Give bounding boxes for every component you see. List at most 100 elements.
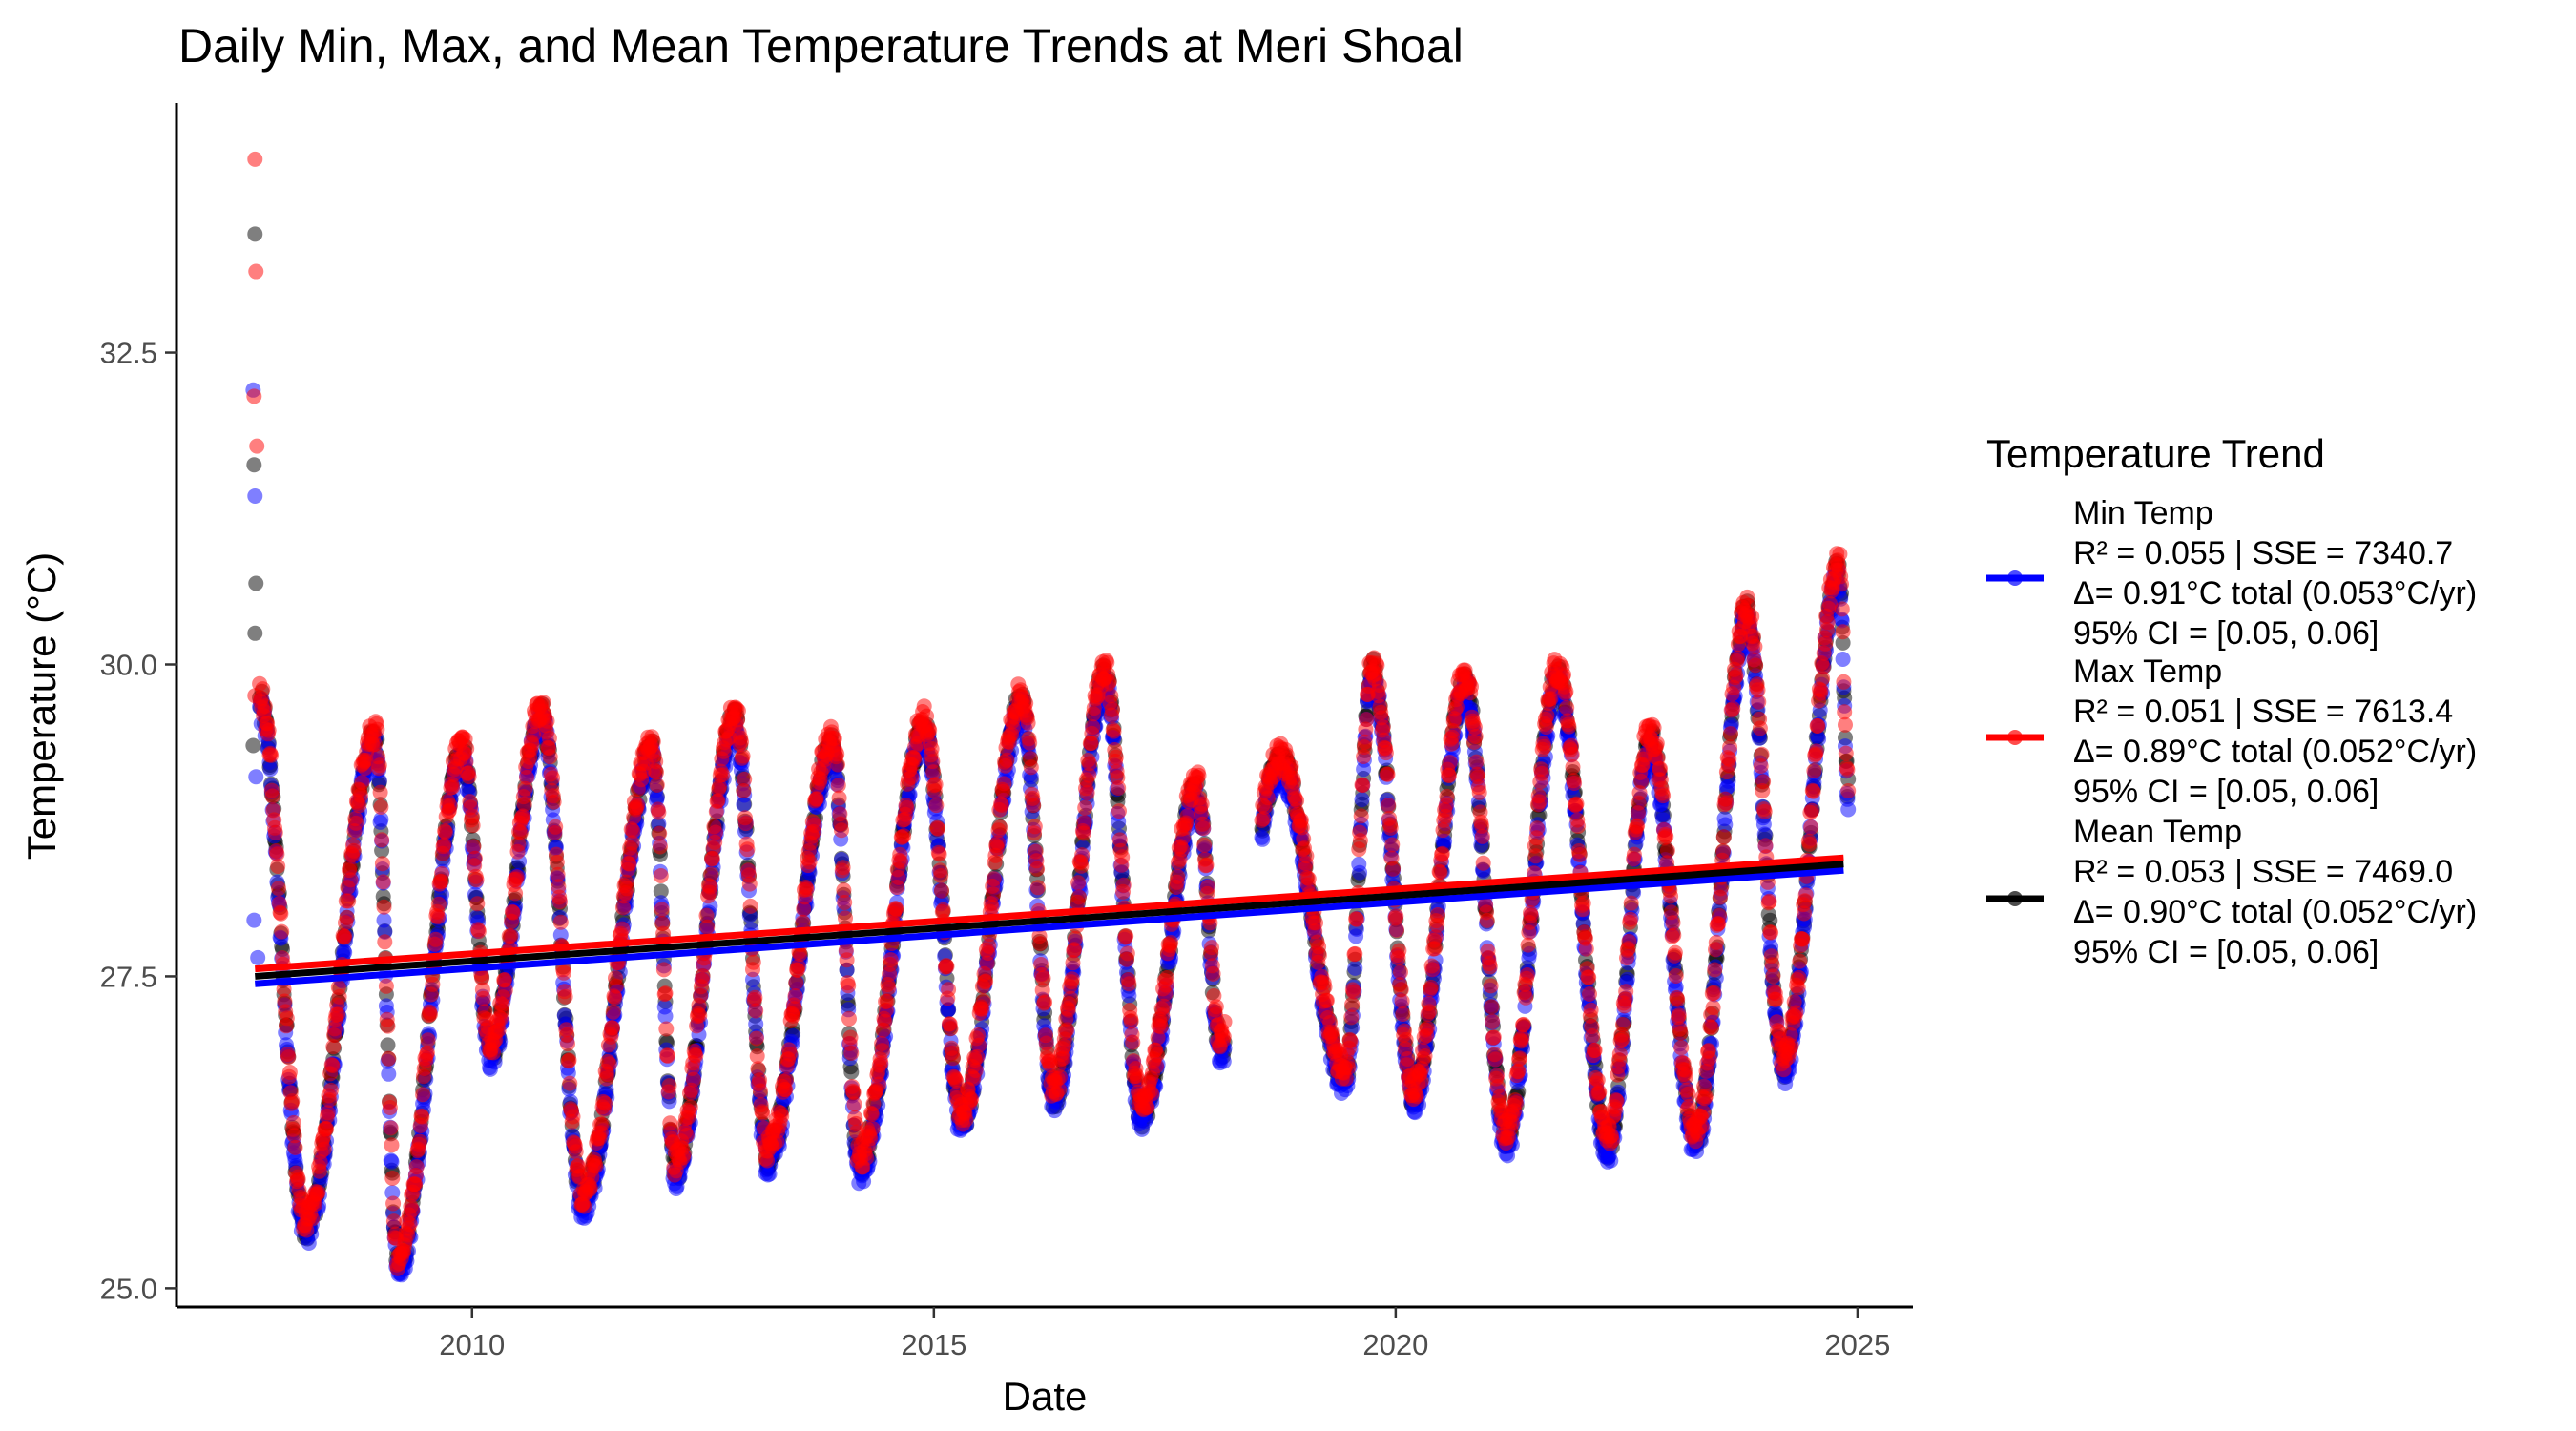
data-point: [934, 882, 949, 899]
data-point: [750, 1061, 766, 1077]
data-point: [341, 893, 357, 909]
data-point: [742, 898, 758, 914]
data-point: [468, 872, 485, 888]
data-point: [630, 797, 646, 813]
data-point: [698, 907, 715, 923]
data-point: [430, 909, 446, 925]
data-point: [380, 1037, 396, 1053]
data-point: [755, 1106, 771, 1121]
data-point: [831, 790, 847, 806]
data-point: [749, 1048, 765, 1064]
data-point: [1352, 864, 1368, 881]
data-point: [343, 872, 359, 888]
data-point: [263, 747, 280, 763]
data-point: [541, 730, 557, 746]
data-point: [373, 799, 389, 815]
data-points: [245, 151, 1857, 1283]
data-point: [899, 799, 915, 816]
data-point: [601, 1056, 617, 1072]
data-point: [465, 818, 481, 834]
data-point: [653, 868, 669, 883]
data-point: [427, 931, 444, 947]
data-point: [408, 1159, 425, 1175]
data-point: [377, 934, 393, 950]
data-point: [552, 914, 569, 930]
data-point: [786, 1001, 802, 1017]
data-point: [919, 708, 935, 724]
data-point: [337, 928, 353, 944]
data-point: [423, 1006, 438, 1023]
data-point: [375, 874, 391, 890]
data-point: [614, 921, 631, 937]
data-point: [871, 1076, 886, 1092]
data-point: [748, 1016, 764, 1032]
data-point: [845, 1085, 862, 1101]
data-point: [1255, 831, 1271, 847]
data-point: [299, 1222, 315, 1238]
data-point: [470, 923, 487, 940]
data-point: [712, 778, 727, 795]
data-point: [576, 1198, 592, 1214]
data-point: [372, 784, 388, 800]
data-point: [839, 952, 855, 968]
data-point: [874, 1043, 890, 1059]
data-point: [490, 1022, 507, 1038]
data-point: [657, 985, 674, 1002]
data-point: [779, 1072, 794, 1089]
data-point: [512, 825, 529, 840]
data-point: [383, 1120, 399, 1136]
data-point: [1121, 987, 1137, 1004]
data-point: [552, 894, 568, 910]
data-point: [437, 824, 453, 840]
data-point: [788, 975, 804, 991]
data-point: [737, 771, 753, 787]
data-point: [888, 901, 904, 917]
data-point: [730, 703, 746, 718]
data-point: [545, 770, 561, 786]
data-point: [708, 824, 723, 840]
data-point: [373, 811, 389, 827]
data-point: [517, 780, 533, 797]
data-point: [774, 1108, 790, 1124]
data-point: [342, 860, 358, 876]
data-point: [415, 1087, 431, 1103]
data-point: [615, 900, 631, 916]
data-point: [469, 896, 486, 912]
data-point: [562, 1075, 578, 1091]
data-point: [843, 1064, 860, 1080]
data-point: [516, 796, 532, 812]
data-point: [806, 817, 822, 833]
data-point: [430, 896, 447, 912]
data-point: [838, 910, 853, 926]
data-point: [550, 866, 566, 882]
data-point: [262, 761, 279, 778]
data-point: [657, 1008, 674, 1025]
data-point: [260, 722, 277, 738]
data-point: [1347, 960, 1363, 976]
data-point: [1811, 731, 1827, 747]
data-point: [702, 879, 718, 895]
data-point: [425, 976, 441, 992]
data-point: [497, 982, 513, 998]
data-point: [678, 1128, 695, 1143]
data-point: [378, 978, 394, 994]
data-point: [526, 727, 542, 743]
data-point: [834, 822, 849, 839]
data-point: [747, 989, 763, 1006]
data-point: [607, 989, 623, 1006]
data-point: [1354, 792, 1370, 808]
data-point: [461, 769, 477, 785]
data-point: [826, 731, 842, 747]
data-point: [927, 777, 944, 793]
data-point: [1834, 612, 1850, 629]
data-point: [382, 1100, 398, 1115]
data-point: [405, 1202, 420, 1218]
data-point: [1603, 1152, 1619, 1169]
data-point: [257, 698, 273, 715]
data-point: [745, 954, 761, 970]
data-point: [925, 764, 942, 780]
data-point: [542, 749, 558, 765]
data-point: [893, 854, 908, 870]
data-point: [836, 882, 852, 899]
data-point: [284, 1093, 301, 1110]
